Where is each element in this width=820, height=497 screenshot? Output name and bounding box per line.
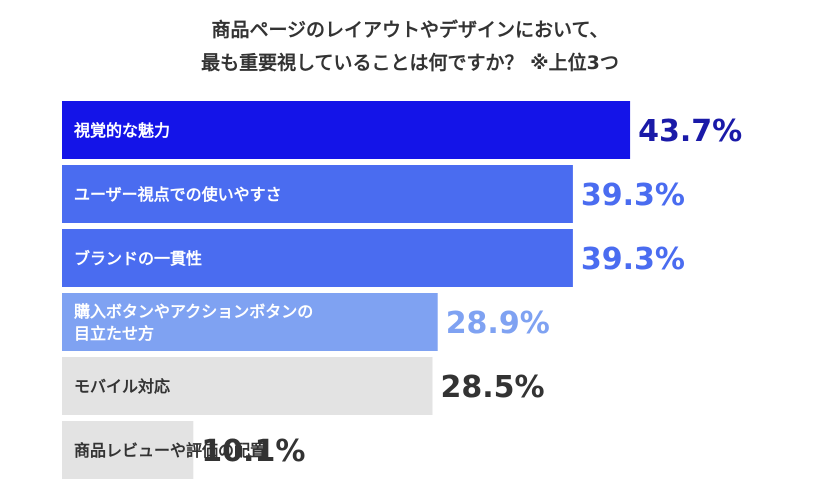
category-label-2: ユーザー視点での使いやすさ bbox=[74, 185, 282, 204]
bar-5 bbox=[62, 357, 433, 415]
category-label-1: 視覚的な魅力 bbox=[73, 121, 170, 140]
bar-4 bbox=[62, 293, 438, 351]
bar-6 bbox=[62, 421, 194, 479]
category-label-5: モバイル対応 bbox=[74, 377, 170, 396]
value-label-6: 10.1% bbox=[201, 434, 305, 469]
category-label-6: 商品レビューや評価の配置 bbox=[74, 441, 266, 460]
chart-title-line-1: 商品ページのレイアウトやデザインにおいて、 bbox=[211, 19, 609, 41]
value-label-1: 43.7% bbox=[638, 114, 742, 149]
chart-title-line-2: 最も重要視していることは何ですか？ ※上位3つ bbox=[201, 52, 619, 74]
bar-1 bbox=[62, 101, 631, 159]
category-label-3: ブランドの一貫性 bbox=[74, 249, 202, 268]
bar-2 bbox=[62, 165, 573, 223]
value-label-3: 39.3% bbox=[581, 242, 685, 277]
value-label-2: 39.3% bbox=[581, 178, 685, 213]
bar-3 bbox=[62, 229, 573, 287]
value-label-4: 28.9% bbox=[446, 306, 550, 341]
chart-title: 商品ページのレイアウトやデザインにおいて、 最も重要視していることは何ですか？ … bbox=[0, 14, 820, 80]
category-label-4: 購入ボタンやアクションボタンの目立たせ方 bbox=[73, 302, 313, 343]
value-label-5: 28.5% bbox=[441, 370, 545, 405]
